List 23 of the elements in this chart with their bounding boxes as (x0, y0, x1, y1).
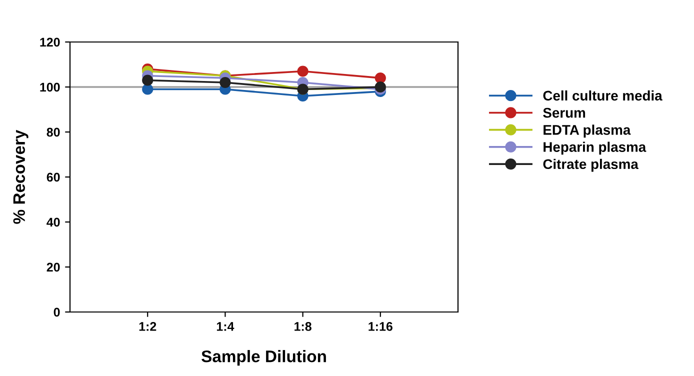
y-axis-title: % Recovery (13, 130, 28, 224)
y-tick-label: 100 (40, 82, 60, 92)
legend-label: Cell culture media (543, 90, 662, 101)
y-tick-label: 0 (54, 308, 60, 317)
point (297, 66, 308, 77)
y-tick-label: 40 (46, 218, 60, 227)
y-tick-label: 60 (46, 172, 60, 182)
point (142, 74, 154, 86)
y-tick-label: 20 (46, 262, 60, 272)
y-tick-label: 120 (40, 38, 60, 47)
point (374, 72, 386, 84)
legend-label: Heparin plasma (544, 142, 646, 155)
x-tick-label: 1:4 (216, 322, 234, 331)
x-tick-label: 1:8 (294, 322, 312, 331)
point (142, 84, 154, 95)
x-axis-title: Sample Dilution (202, 350, 326, 366)
x-tick-label: 1:16 (368, 322, 392, 331)
point (220, 76, 231, 88)
x-tick-label: 1:2 (139, 322, 156, 331)
legend-label: Serum (543, 108, 586, 118)
legend-label: EDTA plasma (544, 124, 631, 138)
legend-label: Citrate plasma (543, 158, 638, 172)
y-tick-label: 80 (46, 128, 60, 137)
